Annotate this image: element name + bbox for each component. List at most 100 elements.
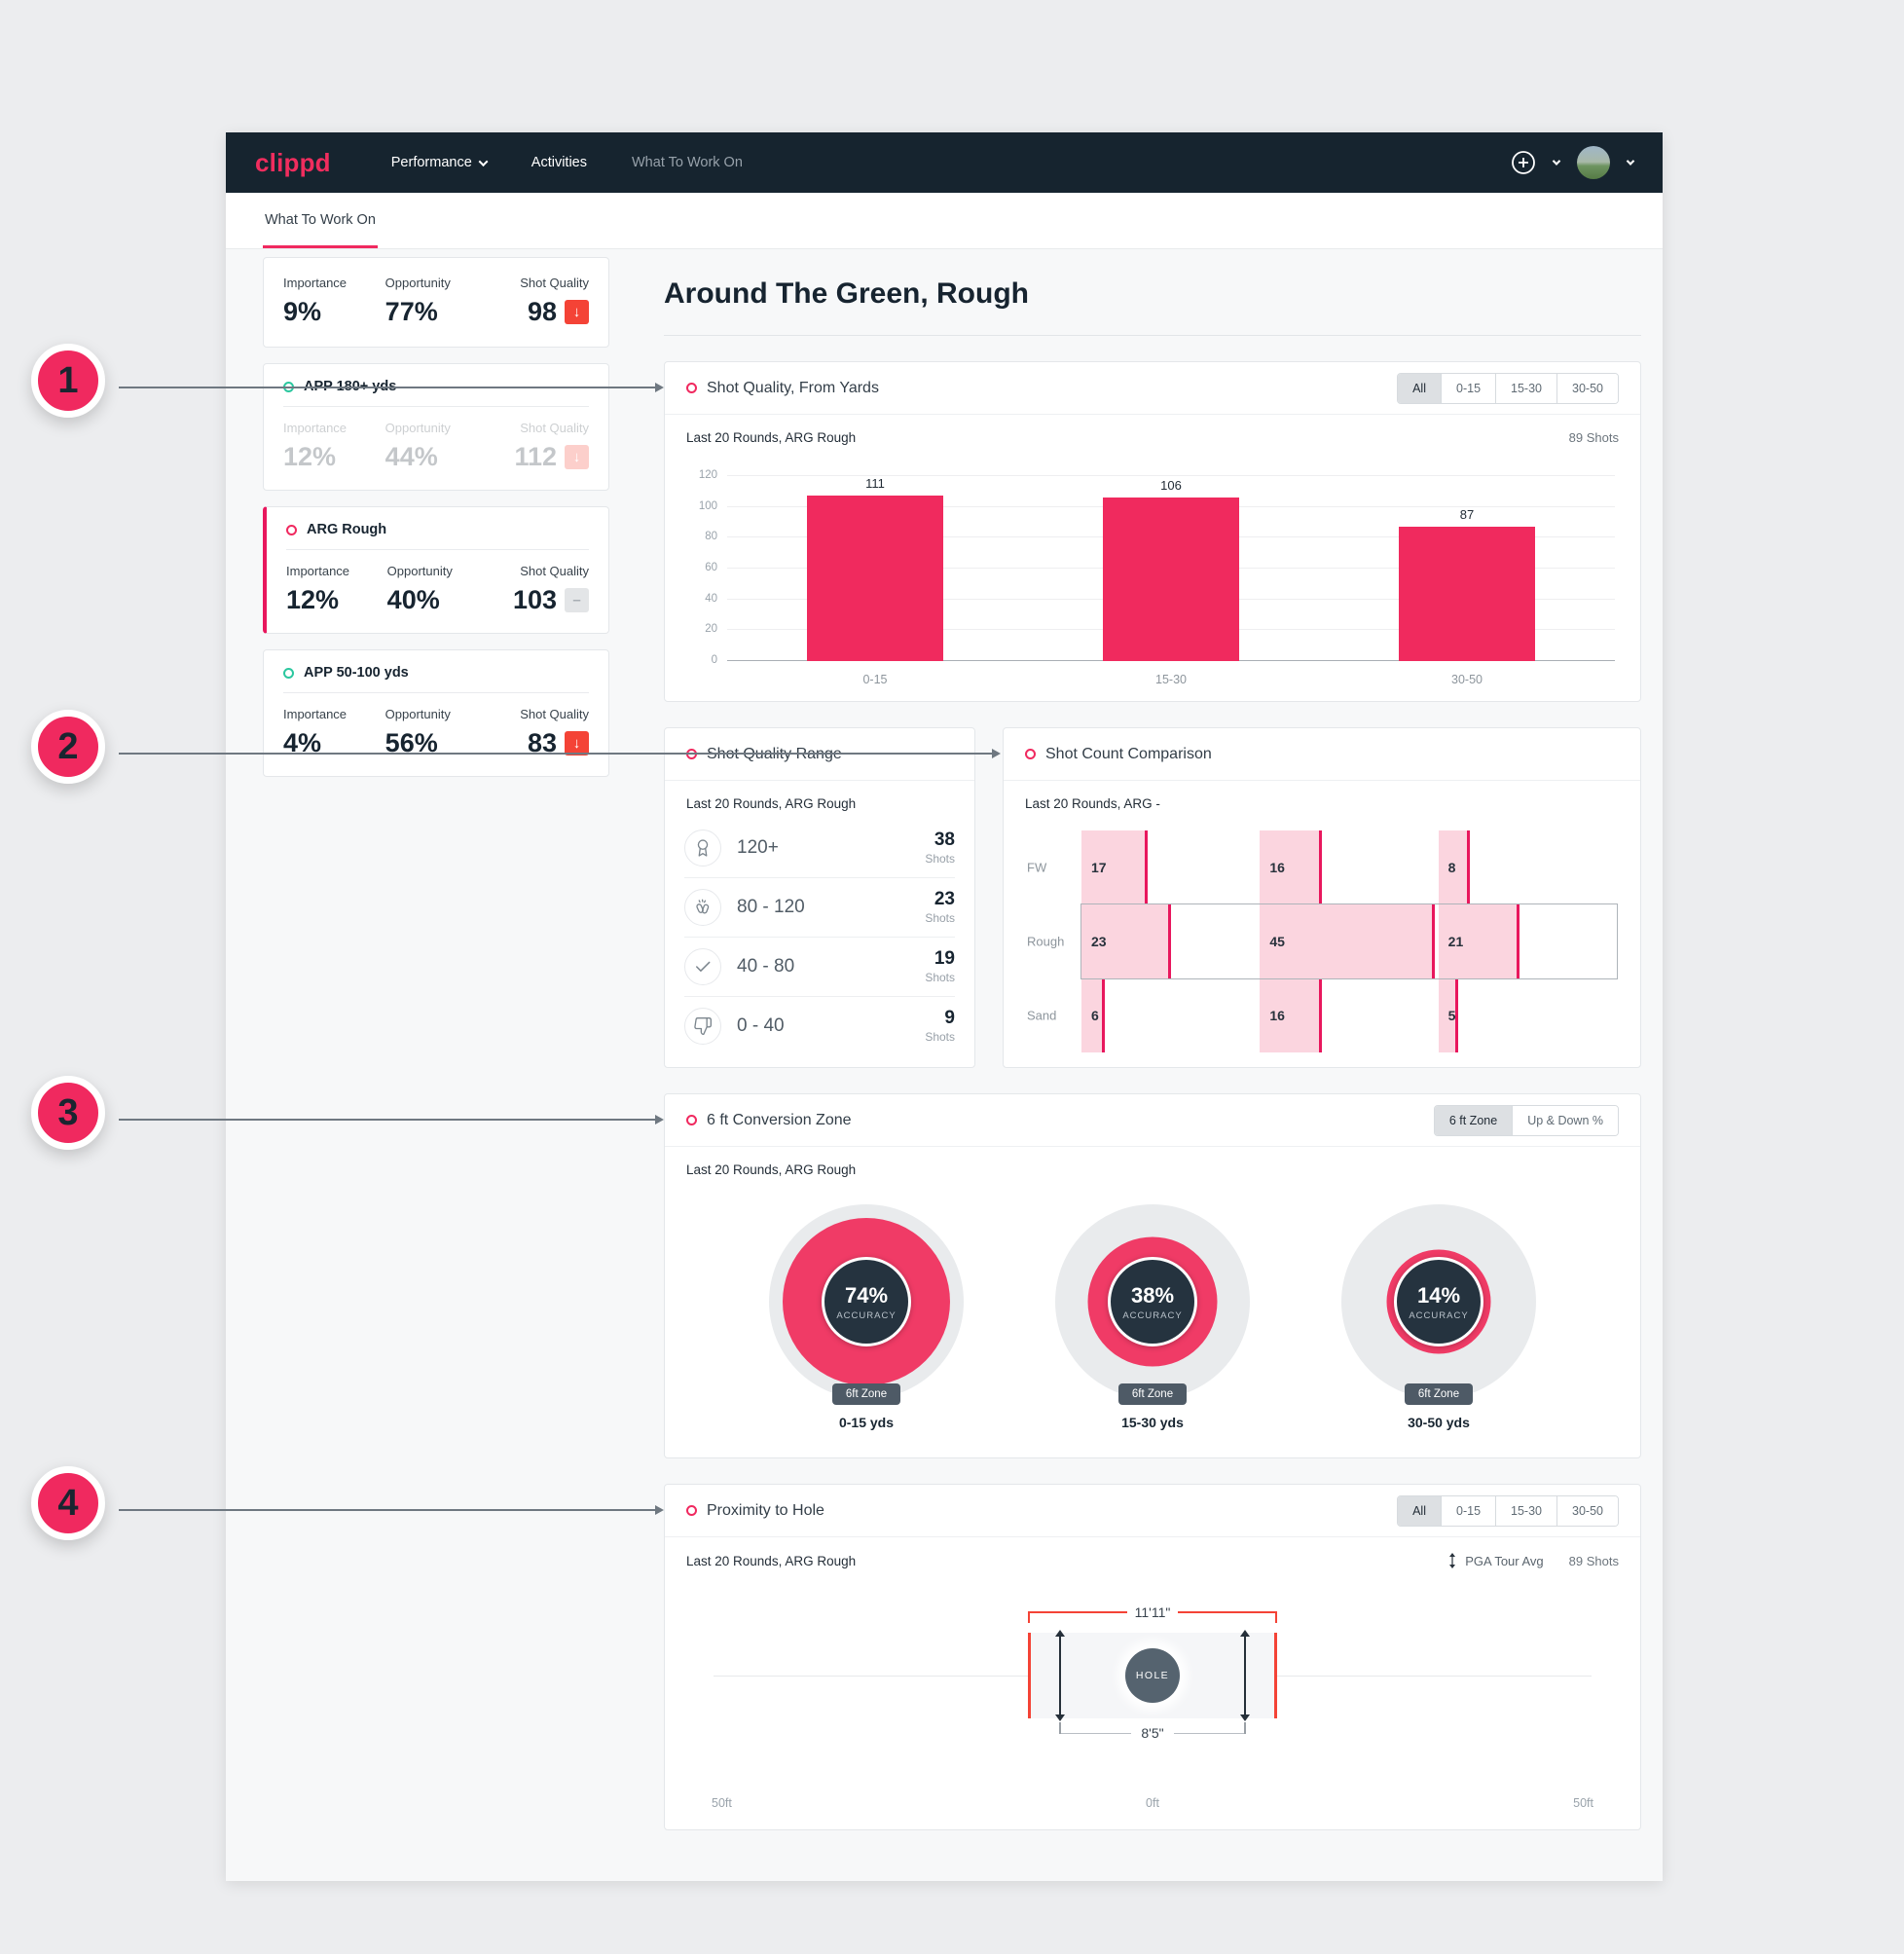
zone-badge: 6ft Zone xyxy=(1404,1383,1474,1405)
stat-value: 77% xyxy=(384,297,438,326)
stat-value: 12% xyxy=(283,442,337,471)
player-width-value: 11'11" xyxy=(1134,1604,1171,1620)
stat-label: Opportunity xyxy=(384,707,451,721)
card-subtitle: Last 20 Rounds, ARG Rough xyxy=(686,1553,857,1568)
filter-0-15[interactable]: 0-15 xyxy=(1441,1495,1496,1526)
annotation-arrow-2 xyxy=(119,749,1001,758)
clippd-logo[interactable]: clippd xyxy=(255,147,331,177)
neutral-badge-icon: – xyxy=(565,588,590,612)
filter-15-30[interactable]: 15-30 xyxy=(1495,1495,1557,1526)
tab-bar: What To Work On xyxy=(226,193,1663,249)
filter-all[interactable]: All xyxy=(1398,373,1441,403)
shots-count: 89 Shots xyxy=(1568,430,1619,445)
filter-30-50[interactable]: 30-50 xyxy=(1556,1495,1618,1526)
ring-icon xyxy=(686,1505,697,1516)
gauge-core: 38% ACCURACY xyxy=(1108,1257,1197,1346)
proximity-diagram: 11'11" 8'5" HOLE xyxy=(694,1578,1611,1783)
cmp-bar: 16 xyxy=(1260,830,1323,904)
navbar: clippd Performance Activities What To Wo… xyxy=(226,132,1663,193)
cmp-bar: 5 xyxy=(1438,978,1458,1052)
player-width-bracket: 11'11" xyxy=(1028,1604,1277,1623)
thumbs-down-icon xyxy=(684,1008,721,1045)
nav-activities[interactable]: Activities xyxy=(531,155,587,170)
gauge-0-15: 74% ACCURACY 6ft Zone 0-15 yds xyxy=(754,1204,978,1430)
filter-15-30[interactable]: 15-30 xyxy=(1495,373,1557,403)
proximity-card: Proximity to Hole All 0-15 15-30 30-50 L… xyxy=(664,1484,1641,1830)
range-value: 9 xyxy=(944,1008,955,1029)
filter-0-15[interactable]: 0-15 xyxy=(1441,373,1496,403)
tab-what-to-work-on[interactable]: What To Work On xyxy=(263,193,378,248)
ring-icon xyxy=(686,1115,697,1125)
stat-value: 98 ↓ xyxy=(487,297,590,327)
toggle-6ft-zone[interactable]: 6 ft Zone xyxy=(1434,1105,1513,1135)
range-row: 120+ 38 Shots xyxy=(684,819,955,878)
stat-value: 44% xyxy=(384,442,438,471)
zone-badge: 6ft Zone xyxy=(831,1383,901,1405)
add-button[interactable] xyxy=(1511,150,1536,175)
gauge-30-50: 14% ACCURACY 6ft Zone 30-50 yds xyxy=(1327,1204,1551,1430)
ring-icon xyxy=(1025,749,1036,759)
stat-value: 103 – xyxy=(488,585,590,615)
page-title: Around The Green, Rough xyxy=(664,277,1029,310)
stat-label: Opportunity xyxy=(386,564,453,578)
ring-icon xyxy=(686,383,697,393)
cmp-row-rough: Rough 23 45 21 xyxy=(1027,904,1617,978)
cmp-bar: 45 xyxy=(1260,904,1435,978)
section-title: 6 ft Conversion Zone xyxy=(707,1111,852,1128)
range-row: 80 - 120 23 Shots xyxy=(684,878,955,938)
filter-all[interactable]: All xyxy=(1398,1495,1441,1526)
sidebar: Importance 9% Opportunity 77% Shot Quali… xyxy=(263,257,609,1830)
section-title: Shot Count Comparison xyxy=(1045,745,1212,762)
shot-count-chart: FW 17 16 8 Rough 23 45 21 xyxy=(1004,817,1640,1067)
chevron-down-icon[interactable] xyxy=(1552,157,1561,166)
chevron-down-icon xyxy=(478,156,489,166)
filter-30-50[interactable]: 30-50 xyxy=(1556,373,1618,403)
annotation-arrow-4 xyxy=(119,1505,664,1515)
conversion-zone-card: 6 ft Conversion Zone 6 ft Zone Up & Down… xyxy=(664,1093,1641,1458)
cmp-row-sand: Sand 6 16 5 xyxy=(1027,978,1617,1052)
chevron-down-icon[interactable] xyxy=(1626,157,1635,166)
stat-label: Shot Quality xyxy=(520,421,590,435)
gauge-core: 74% ACCURACY xyxy=(822,1257,911,1346)
bar-value: 87 xyxy=(1459,507,1475,523)
stat-card-partial[interactable]: Importance 9% Opportunity 77% Shot Quali… xyxy=(263,257,609,348)
card-title: ARG Rough xyxy=(307,522,387,537)
cmp-bar: 8 xyxy=(1438,830,1470,904)
player-width-line xyxy=(1028,1633,1031,1718)
gauge-range-label: 30-50 yds xyxy=(1408,1415,1470,1430)
stat-card-app-180[interactable]: APP 180+ yds Importance 12% Opportunity … xyxy=(263,363,609,491)
range-value: 19 xyxy=(934,948,955,970)
nav-performance[interactable]: Performance xyxy=(391,155,489,170)
main-panel: Around The Green, Rough Shot Quality, Fr… xyxy=(664,257,1641,1830)
annotation-arrow-1 xyxy=(119,383,664,392)
stat-card-app-50-100[interactable]: APP 50-100 yds Importance 4% Opportunity… xyxy=(263,649,609,777)
bar-15-30 xyxy=(1103,498,1239,661)
stat-label: Importance xyxy=(283,276,348,290)
bar-value: 106 xyxy=(1160,478,1182,494)
card-subtitle: Last 20 Rounds, ARG Rough xyxy=(686,1162,857,1177)
cmp-row-fw: FW 17 16 8 xyxy=(1027,830,1617,904)
stat-label: Opportunity xyxy=(384,421,451,435)
shot-quality-range-card: Shot Quality Range Last 20 Rounds, ARG R… xyxy=(664,727,975,1068)
toggle-up-down[interactable]: Up & Down % xyxy=(1512,1105,1618,1135)
cmp-bar: 23 xyxy=(1081,904,1171,978)
gauge-15-30: 38% ACCURACY 6ft Zone 15-30 yds xyxy=(1041,1204,1264,1430)
ring-icon xyxy=(286,524,297,535)
zone-badge: 6ft Zone xyxy=(1117,1383,1188,1405)
shot-quality-card: Shot Quality, From Yards All 0-15 15-30 … xyxy=(664,361,1641,702)
down-arrow-badge-icon: ↓ xyxy=(565,300,590,324)
stat-label: Opportunity xyxy=(384,276,451,290)
tour-avg-arrow xyxy=(1059,1637,1061,1714)
x-axis-labels: 0-15 15-30 30-50 xyxy=(1081,1064,1617,1067)
card-subtitle: Last 20 Rounds, ARG Rough xyxy=(686,430,857,445)
tour-width-bracket: 8'5" xyxy=(1059,1722,1246,1741)
nav-what-to-work-on[interactable]: What To Work On xyxy=(632,155,743,170)
shots-count: 89 Shots xyxy=(1568,1553,1619,1568)
bar-30-50 xyxy=(1399,527,1535,661)
section-title: Shot Quality, From Yards xyxy=(707,379,879,396)
annotation-marker-1: 1 xyxy=(31,344,105,418)
card-subtitle: Last 20 Rounds, ARG - xyxy=(1025,796,1160,811)
annotation-arrow-3 xyxy=(119,1115,664,1124)
avatar[interactable] xyxy=(1577,146,1610,179)
stat-card-arg-rough[interactable]: ARG Rough Importance 12% Opportunity 40%… xyxy=(263,506,609,634)
